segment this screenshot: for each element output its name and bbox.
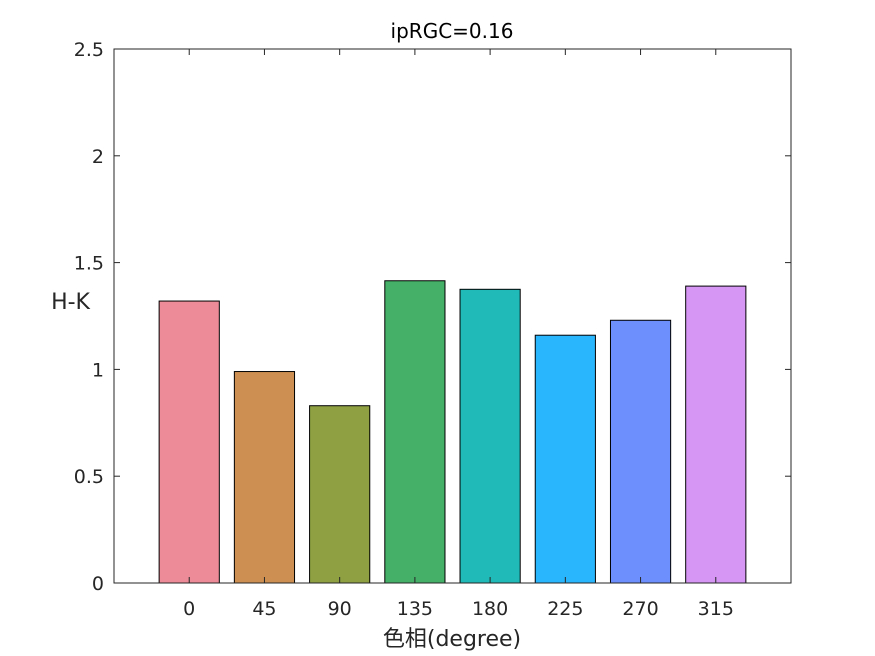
bar-135: [384, 280, 446, 584]
x-tick-label: 315: [698, 598, 734, 620]
y-tick-label: 0.5: [74, 466, 104, 488]
x-tick-label: 225: [547, 598, 583, 620]
bar-45: [233, 371, 296, 584]
bar-0: [158, 300, 220, 584]
x-tick-label: 135: [397, 598, 433, 620]
bars-group: [158, 280, 747, 584]
x-tick-label: 270: [622, 598, 658, 620]
x-tick-label: 0: [183, 598, 195, 620]
chart-title: ipRGC=0.16: [391, 19, 514, 43]
bar-315: [685, 285, 747, 584]
x-tick-label: 90: [328, 598, 352, 620]
y-tick-label: 1.5: [74, 253, 104, 275]
plot-frame: [113, 48, 792, 584]
bar-180: [459, 288, 521, 584]
x-tick-label: 180: [472, 598, 508, 620]
y-tick-labels: 0 0.5 1 1.5 2 2.5: [74, 39, 104, 595]
y-tick-label: 2.5: [74, 39, 104, 61]
x-tick-labels: 0 45 90 135 180 225 270 315: [183, 598, 734, 620]
x-tick-label: 45: [252, 598, 276, 620]
y-tick-label: 0: [92, 573, 104, 595]
bar-270: [609, 319, 672, 584]
y-tick-label: 1: [92, 359, 104, 381]
x-axis-label: 色相(degree): [383, 627, 521, 652]
bar-90: [309, 405, 371, 584]
y-tick-label: 2: [92, 146, 104, 168]
y-axis-label: H-K: [51, 290, 90, 315]
plot-area: [114, 49, 791, 583]
bar-225: [534, 334, 596, 584]
